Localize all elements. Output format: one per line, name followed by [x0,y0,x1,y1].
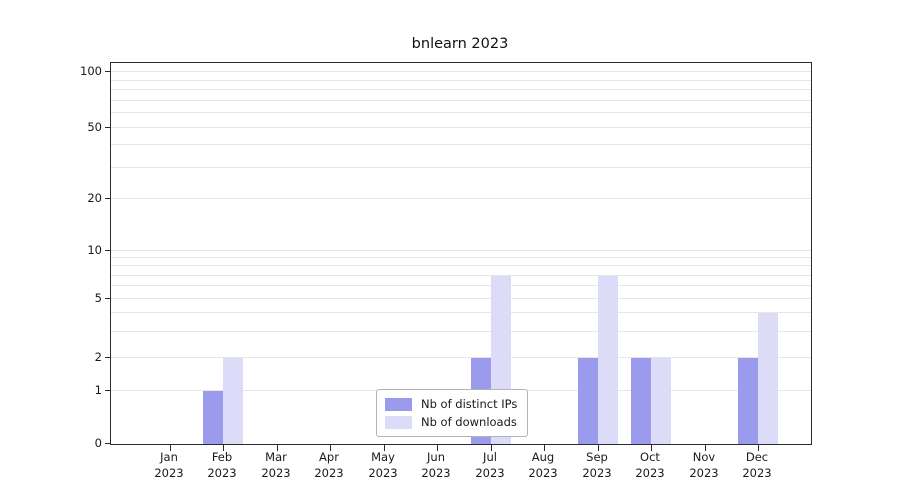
bar-distinct-ips-dec [738,358,758,444]
bar-downloads-dec [758,313,778,444]
x-tick-mark [170,445,171,451]
x-tick-mark [491,445,492,451]
gridline [111,71,811,72]
x-tick-label: Aug 2023 [528,450,558,481]
x-tick-label: Jan 2023 [154,450,184,481]
gridline [111,112,811,113]
gridline [111,298,811,299]
bar-downloads-oct [651,358,671,444]
x-tick-mark [544,445,545,451]
y-tick-label: 10 [87,243,102,257]
x-tick-mark [758,445,759,451]
y-axis-tick-labels: 0 1 2 5 10 20 50 100 [0,62,102,450]
gridline [111,167,811,168]
x-tick-label: May 2023 [368,450,398,481]
legend-label-distinct-ips: Nb of distinct IPs [421,397,518,411]
y-tick-label: 20 [87,191,102,205]
x-tick-label: Apr 2023 [314,450,344,481]
bar-distinct-ips-feb [203,391,223,444]
y-tick-mark [105,357,110,358]
y-tick-mark [105,71,110,72]
y-tick-label: 5 [94,291,102,305]
x-tick-mark [330,445,331,451]
x-tick-label: Jul 2023 [475,450,505,481]
y-tick-mark [105,298,110,299]
bar-distinct-ips-sep [578,358,598,444]
bar-distinct-ips-oct [631,358,651,444]
x-tick-mark [705,445,706,451]
gridline [111,275,811,276]
bar-downloads-feb [223,358,243,444]
x-tick-mark [651,445,652,451]
x-tick-mark [223,445,224,451]
bar-downloads-sep [598,276,618,444]
y-tick-mark [105,198,110,199]
legend-item-downloads: Nb of downloads [385,413,517,431]
gridline [111,198,811,199]
x-tick-mark [277,445,278,451]
legend-swatch-distinct-ips [385,397,412,411]
gridline [111,127,811,128]
x-tick-label: Feb 2023 [207,450,237,481]
gridline [111,312,811,313]
x-tick-mark [437,445,438,451]
x-tick-mark [598,445,599,451]
x-tick-label: Jun 2023 [421,450,451,481]
y-tick-label: 1 [94,383,102,397]
legend-swatch-downloads [385,415,412,429]
gridline [111,89,811,90]
gridline [111,144,811,145]
gridline [111,357,811,358]
gridline [111,265,811,266]
plot-area: Nb of distinct IPs Nb of downloads [105,62,812,451]
gridline [111,285,811,286]
y-tick-mark [105,250,110,251]
legend-label-downloads: Nb of downloads [421,415,517,429]
legend-item-distinct-ips: Nb of distinct IPs [385,395,517,413]
gridline [111,331,811,332]
y-tick-label: 0 [94,436,102,450]
x-tick-label: Sep 2023 [582,450,612,481]
chart-title: bnlearn 2023 [411,36,509,52]
x-tick-label: Mar 2023 [261,450,291,481]
y-tick-label: 2 [94,350,102,364]
legend: Nb of distinct IPs Nb of downloads [376,389,529,437]
y-tick-mark [105,443,110,444]
y-tick-mark [105,127,110,128]
gridline [111,100,811,101]
x-tick-label: Nov 2023 [689,450,719,481]
y-tick-label: 100 [80,64,102,78]
x-axis-tick-labels: Jan 2023 Feb 2023 Mar 2023 Apr 2023 May 2023… [110,449,810,485]
gridline [111,257,811,258]
gridline [111,250,811,251]
x-tick-label: Dec 2023 [742,450,772,481]
x-tick-label: Oct 2023 [635,450,665,481]
gridline [111,80,811,81]
x-tick-mark [384,445,385,451]
y-tick-label: 50 [87,120,102,134]
y-tick-mark [105,390,110,391]
